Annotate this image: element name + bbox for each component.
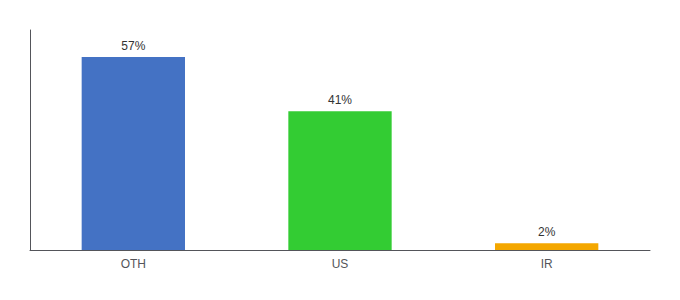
svg-text:41%: 41% — [328, 93, 352, 107]
svg-text:57%: 57% — [121, 39, 145, 53]
svg-text:OTH: OTH — [121, 257, 146, 271]
svg-text:US: US — [332, 257, 349, 271]
svg-text:IR: IR — [541, 257, 553, 271]
svg-text:2%: 2% — [538, 225, 556, 239]
